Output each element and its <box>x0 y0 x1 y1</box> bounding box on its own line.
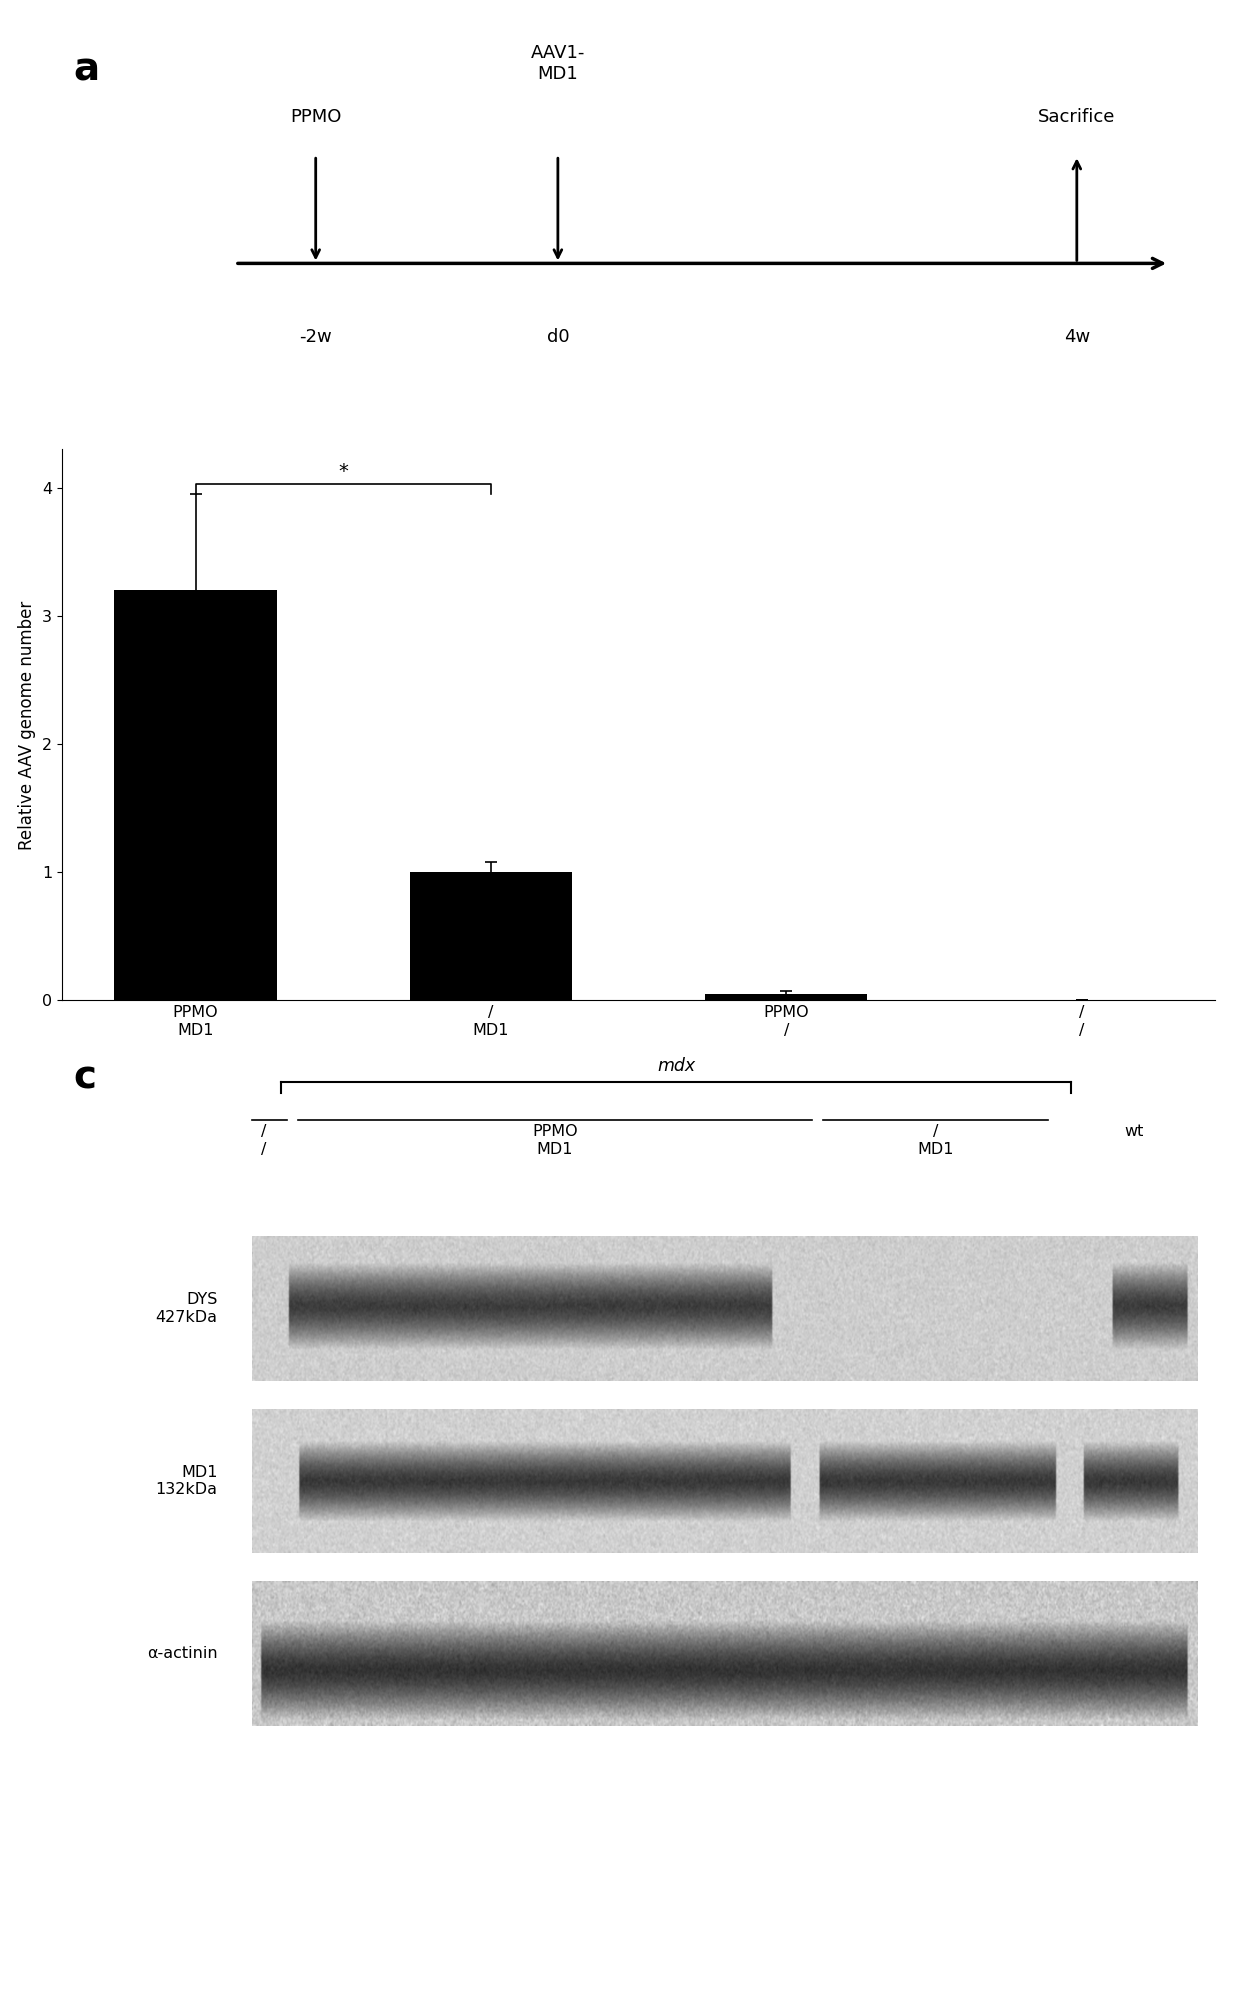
Text: /
/: / / <box>262 1125 267 1157</box>
Text: PPMO
MD1: PPMO MD1 <box>532 1125 578 1157</box>
Text: α-actinin: α-actinin <box>148 1646 218 1662</box>
Text: /
MD1: / MD1 <box>918 1125 954 1157</box>
Text: wt: wt <box>1125 1125 1145 1139</box>
Text: 4w: 4w <box>1064 328 1090 346</box>
Text: c: c <box>73 1059 97 1097</box>
Bar <box>114 591 277 1001</box>
Text: -2w: -2w <box>299 328 332 346</box>
Text: d0: d0 <box>547 328 569 346</box>
Text: Sacrifice: Sacrifice <box>1038 108 1116 126</box>
Text: AAV1-
MD1: AAV1- MD1 <box>531 44 585 84</box>
Text: MD1
132kDa: MD1 132kDa <box>156 1465 218 1497</box>
Y-axis label: Relative AAV genome number: Relative AAV genome number <box>19 601 36 849</box>
Text: mdx: mdx <box>657 1057 696 1075</box>
Text: PPMO: PPMO <box>290 108 341 126</box>
Bar <box>409 873 572 1001</box>
Text: a: a <box>73 50 99 88</box>
Text: DYS
427kDa: DYS 427kDa <box>156 1291 218 1325</box>
Text: *: * <box>339 462 348 482</box>
Bar <box>706 995 868 1001</box>
